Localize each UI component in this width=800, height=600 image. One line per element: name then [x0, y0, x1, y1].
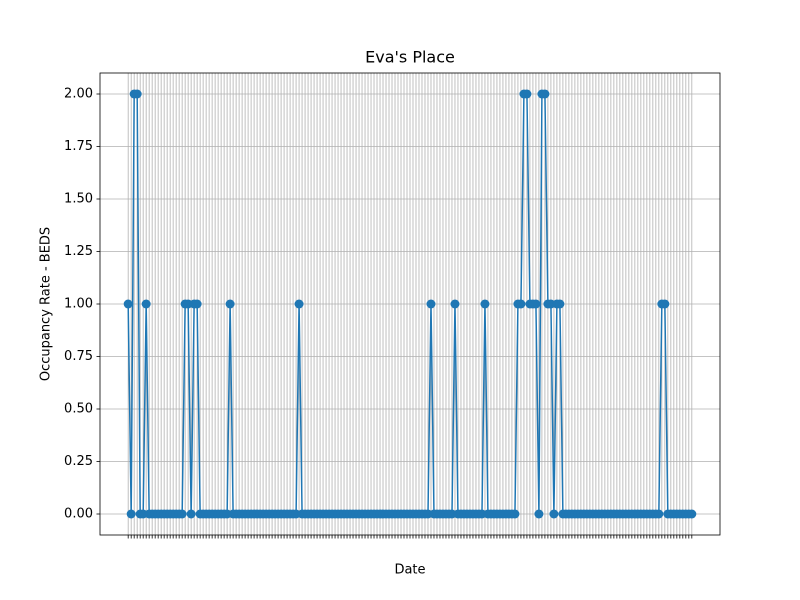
data-point	[540, 89, 550, 99]
data-point	[177, 509, 187, 519]
chart-title: Eva's Place	[365, 48, 455, 67]
y-tick-label: 1.75	[64, 139, 93, 154]
data-point	[654, 509, 664, 519]
data-point	[510, 509, 520, 519]
data-point	[450, 299, 460, 309]
y-tick-label: 0.75	[64, 349, 93, 364]
y-tick-label: 1.25	[64, 244, 93, 259]
y-tick-label: 1.00	[64, 297, 93, 312]
y-tick-label: 0.00	[64, 507, 93, 522]
x-axis-label: Date	[394, 563, 425, 578]
data-point	[555, 299, 565, 309]
y-axis-label: Occupancy Rate - BEDS	[39, 227, 54, 381]
data-point	[126, 509, 136, 519]
data-point	[132, 89, 142, 99]
data-point	[225, 299, 235, 309]
y-tick-label: 0.25	[64, 454, 93, 469]
data-point	[123, 299, 133, 309]
y-tick-label: 1.50	[64, 192, 93, 207]
data-point	[534, 509, 544, 519]
data-point	[687, 509, 697, 519]
data-point	[531, 299, 541, 309]
y-tick-label: 2.00	[64, 87, 93, 102]
data-point	[186, 509, 196, 519]
plot-area: 0.00 0.25 0.50 0.75 1.00 1.25 1.50 1.75 2.00	[64, 72, 721, 539]
data-point	[294, 299, 304, 309]
y-tick-label: 0.50	[64, 402, 93, 417]
data-point	[480, 299, 490, 309]
data-point	[549, 509, 559, 519]
axes-frame	[99, 72, 721, 536]
data-point	[141, 299, 151, 309]
data-point	[516, 299, 526, 309]
data-point	[192, 299, 202, 309]
data-point	[522, 89, 532, 99]
data-point	[426, 299, 436, 309]
data-point	[660, 299, 670, 309]
